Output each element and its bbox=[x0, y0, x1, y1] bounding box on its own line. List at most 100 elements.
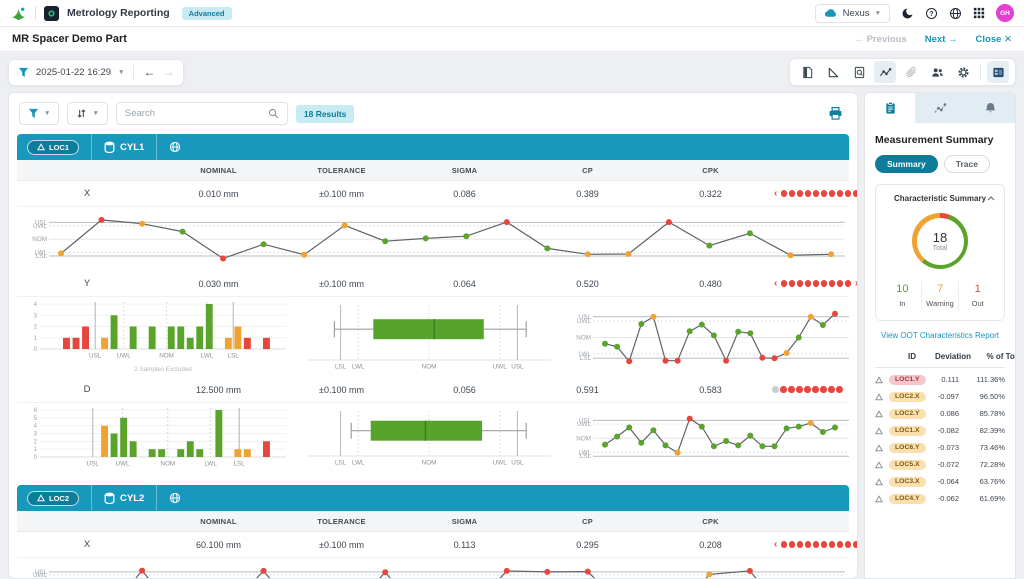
dots-prev-icon[interactable]: ‹ bbox=[774, 538, 778, 550]
oot-row[interactable]: LOC3.X -0.064 63.76% bbox=[875, 473, 1005, 490]
history-dot bbox=[820, 190, 828, 197]
language-globe-icon[interactable] bbox=[949, 7, 962, 20]
warning-triangle-icon bbox=[875, 460, 889, 469]
characteristic-id-pill[interactable]: LOC3.X bbox=[889, 476, 926, 487]
dots-next-icon[interactable]: › bbox=[854, 277, 858, 289]
characteristic-id-pill[interactable]: LOC5.X bbox=[889, 459, 926, 470]
oot-row[interactable]: LOC4.Y -0.062 61.69% bbox=[875, 490, 1005, 507]
characteristic-row[interactable]: X 60.100 mm ±0.100 mm 0.113 0.295 0.208 ‹› bbox=[17, 532, 857, 558]
characteristic-id-pill[interactable]: LOC2.Y bbox=[889, 408, 926, 419]
svg-text:LWL: LWL bbox=[579, 351, 592, 358]
oot-row[interactable]: LOC1.X -0.082 82.39% bbox=[875, 422, 1005, 439]
history-dot bbox=[836, 190, 844, 197]
filter-row: 2025-01-22 16:29 ▼ ← → bbox=[0, 52, 1024, 92]
dots-prev-icon[interactable]: ‹ bbox=[774, 277, 778, 289]
characteristic-id-pill[interactable]: LOC1.X bbox=[889, 425, 926, 436]
oot-row[interactable]: LOC1.Y 0.111 111.36% bbox=[875, 371, 1005, 388]
app-grid-icon[interactable] bbox=[973, 7, 985, 19]
dots-prev-icon[interactable]: ‹ bbox=[774, 187, 778, 199]
print-icon[interactable] bbox=[828, 106, 847, 121]
history-dot bbox=[852, 541, 857, 548]
warning-triangle-icon bbox=[875, 494, 889, 503]
previous-run-arrow[interactable]: ← bbox=[143, 65, 156, 79]
characteristic-id-pill[interactable]: LOC4.Y bbox=[889, 493, 926, 504]
history-dot bbox=[780, 190, 788, 197]
top-navbar: Metrology Reporting Advanced Nexus ▼ ? G… bbox=[0, 0, 1024, 27]
collaboration-icon[interactable] bbox=[926, 61, 948, 83]
spc-charts-icon[interactable] bbox=[874, 61, 896, 83]
history-dot bbox=[804, 386, 811, 393]
next-run-arrow[interactable]: → bbox=[162, 65, 175, 79]
value-tolerance: ±0.100 mm bbox=[319, 278, 364, 289]
attachment-icon[interactable] bbox=[900, 61, 922, 83]
oot-report-link[interactable]: View OOT Characteristics Report bbox=[881, 331, 999, 340]
stat-value: 10 bbox=[896, 283, 909, 295]
tab-measurement-summary[interactable] bbox=[865, 93, 915, 123]
total-count: 18 bbox=[932, 230, 948, 245]
alignment-icon[interactable] bbox=[169, 141, 181, 153]
sort-dropdown-button[interactable]: ▼ bbox=[67, 102, 108, 125]
previous-button[interactable]: ← Previous bbox=[854, 33, 907, 45]
svg-text:USL: USL bbox=[511, 460, 524, 467]
value-tolerance: ±0.100 mm bbox=[319, 384, 364, 395]
location-pill[interactable]: LOC2 bbox=[27, 490, 80, 506]
characteristic-id-pill[interactable]: LOC1.Y bbox=[889, 374, 926, 385]
filter-dropdown-button[interactable]: ▼ bbox=[19, 102, 60, 125]
next-button[interactable]: Next → bbox=[924, 33, 958, 45]
advanced-badge: Advanced bbox=[181, 6, 232, 20]
characteristic-id-pill[interactable]: LOC6.Y bbox=[889, 442, 926, 453]
nexus-env-button[interactable]: Nexus ▼ bbox=[814, 3, 890, 23]
oot-row[interactable]: LOC6.Y -0.073 73.46% bbox=[875, 439, 1005, 456]
oot-row[interactable]: LOC2.X -0.097 96.50% bbox=[875, 388, 1005, 405]
settings-gear-icon[interactable] bbox=[952, 61, 974, 83]
svg-text:?: ? bbox=[929, 11, 933, 18]
location-pill[interactable]: LOC1 bbox=[27, 139, 80, 155]
user-avatar[interactable]: GH bbox=[996, 4, 1014, 22]
tab-analysis[interactable] bbox=[915, 93, 965, 123]
history-dot bbox=[796, 541, 804, 548]
deviation-value: -0.073 bbox=[937, 443, 959, 452]
dark-mode-icon[interactable] bbox=[901, 6, 914, 20]
measurement-run-select[interactable]: 2025-01-22 16:29 ▼ ← → bbox=[8, 58, 185, 86]
arrow-right-icon: → bbox=[948, 33, 958, 45]
svg-text:LSL: LSL bbox=[234, 461, 246, 468]
svg-text:NOM: NOM bbox=[576, 334, 591, 341]
oot-table-body: LOC1.Y 0.111 111.36% LOC2.X -0.097 96.50% LOC2… bbox=[875, 371, 1005, 507]
stat-warning: 7 Warning bbox=[920, 281, 959, 310]
oot-row[interactable]: LOC2.Y 0.086 85.78% bbox=[875, 405, 1005, 422]
history-dot bbox=[852, 190, 857, 197]
report-view-icon[interactable] bbox=[796, 61, 818, 83]
cloud-icon bbox=[824, 8, 838, 18]
history-dot bbox=[812, 386, 819, 393]
layout-panel-icon[interactable] bbox=[987, 61, 1009, 83]
cad-view-icon[interactable] bbox=[822, 61, 844, 83]
feature-tab[interactable]: CYL2 bbox=[104, 492, 144, 504]
search-box[interactable] bbox=[115, 102, 288, 125]
sections: LOC1 CYL1 NOMINAL TOLERANCE SIGMA CP CPK X 0.010… bbox=[17, 134, 857, 578]
close-button[interactable]: Close ✕ bbox=[975, 33, 1012, 45]
document-search-icon[interactable] bbox=[848, 61, 870, 83]
help-icon[interactable]: ? bbox=[925, 7, 938, 20]
chart-cell: USL UWL NOM LWL LSL bbox=[563, 299, 851, 373]
characteristic-row[interactable]: X 0.010 mm ±0.100 mm 0.086 0.389 0.322 ‹› bbox=[17, 181, 857, 207]
search-input[interactable] bbox=[124, 108, 262, 119]
alignment-icon[interactable] bbox=[169, 492, 181, 504]
characteristic-id-pill[interactable]: LOC2.X bbox=[889, 391, 926, 402]
oot-row[interactable]: LOC5.X -0.072 72.28% bbox=[875, 456, 1005, 473]
tab-notifications-bell[interactable] bbox=[965, 93, 1015, 123]
summary-pill[interactable]: Summary bbox=[875, 155, 938, 173]
history-dot bbox=[812, 280, 820, 287]
collapse-chevron-icon[interactable] bbox=[987, 196, 995, 201]
history-dot bbox=[836, 386, 843, 393]
characteristic-row[interactable]: D 12.500 mm ±0.100 mm 0.056 0.591 0.583 bbox=[17, 377, 849, 403]
sidebar-title: Measurement Summary bbox=[875, 134, 994, 146]
characteristic-row[interactable]: Y 0.030 mm ±0.100 mm 0.064 0.520 0.480 ‹ › bbox=[17, 271, 857, 297]
trace-pill[interactable]: Trace bbox=[943, 155, 990, 173]
feature-tab[interactable]: CYL1 bbox=[104, 141, 144, 153]
stat-value: 1 bbox=[974, 283, 981, 295]
value-nominal: 12.500 mm bbox=[195, 384, 242, 395]
